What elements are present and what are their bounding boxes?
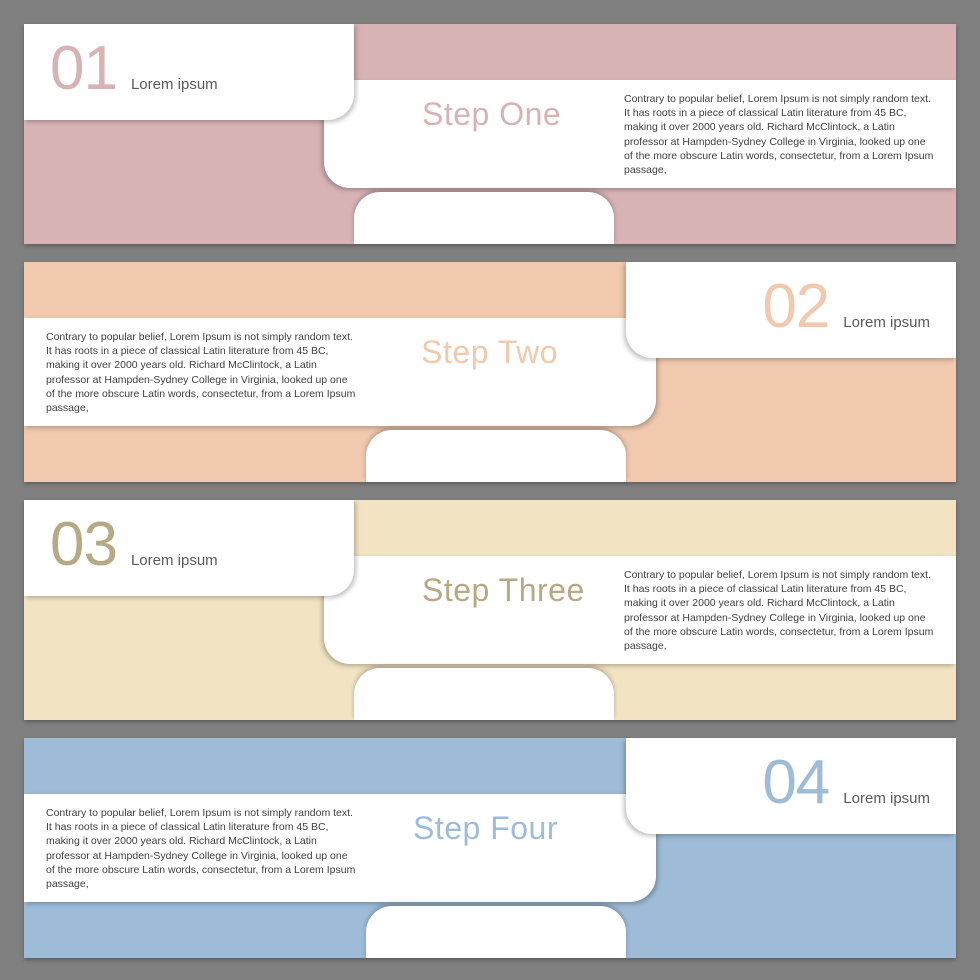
step-panel-02: 02 Lorem ipsum Step Two Contrary to popular… xyxy=(24,262,956,482)
step-number: 02 xyxy=(762,276,829,338)
step-panel-04: 04 Lorem ipsum Step Four Contrary to popula… xyxy=(24,738,956,958)
infographic-steps: 01 Lorem ipsum Step One Contrary to popular… xyxy=(24,24,956,958)
bottom-tab xyxy=(366,430,626,482)
step-body: Contrary to popular belief, Lorem Ipsum … xyxy=(46,806,356,891)
step-body: Contrary to popular belief, Lorem Ipsum … xyxy=(624,92,934,177)
step-title: Step Two xyxy=(421,334,558,371)
step-body: Contrary to popular belief, Lorem Ipsum … xyxy=(46,330,356,415)
number-group: 02 Lorem ipsum xyxy=(762,276,930,338)
step-subtitle: Lorem ipsum xyxy=(131,76,218,93)
number-group: 04 Lorem ipsum xyxy=(762,752,930,814)
step-number: 01 xyxy=(50,38,117,100)
bottom-tab xyxy=(354,668,614,720)
step-panel-01: 01 Lorem ipsum Step One Contrary to popular… xyxy=(24,24,956,244)
step-title: Step Four xyxy=(413,810,558,847)
step-number: 03 xyxy=(50,514,117,576)
step-body: Contrary to popular belief, Lorem Ipsum … xyxy=(624,568,934,653)
step-subtitle: Lorem ipsum xyxy=(843,314,930,331)
step-subtitle: Lorem ipsum xyxy=(843,790,930,807)
step-number: 04 xyxy=(762,752,829,814)
step-title: Step One xyxy=(422,96,561,133)
number-group: 03 Lorem ipsum xyxy=(50,514,218,576)
step-title: Step Three xyxy=(422,572,585,609)
step-subtitle: Lorem ipsum xyxy=(131,552,218,569)
bottom-tab xyxy=(366,906,626,958)
bottom-tab xyxy=(354,192,614,244)
number-group: 01 Lorem ipsum xyxy=(50,38,218,100)
step-panel-03: 03 Lorem ipsum Step Three Contrary to popul… xyxy=(24,500,956,720)
